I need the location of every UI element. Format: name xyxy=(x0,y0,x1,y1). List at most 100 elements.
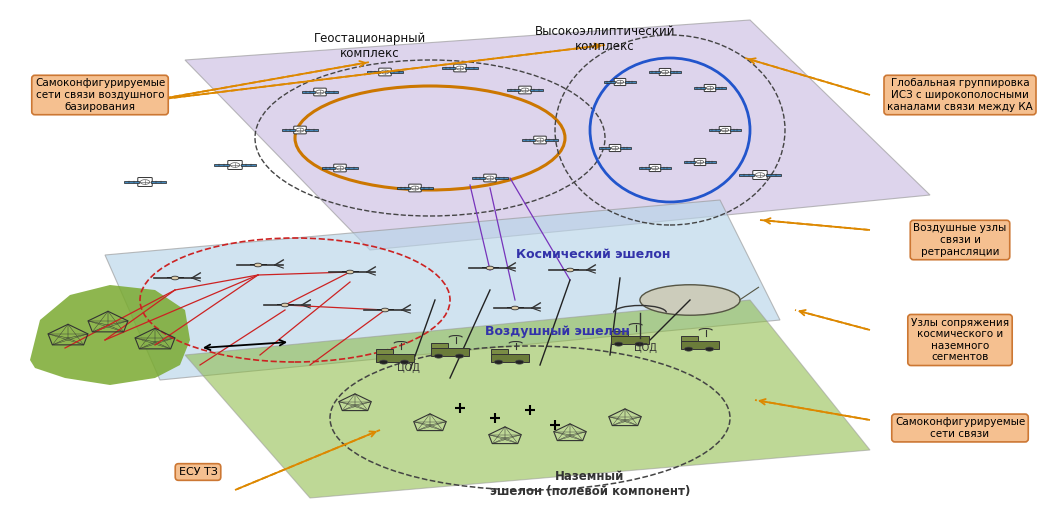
FancyBboxPatch shape xyxy=(376,349,393,354)
FancyBboxPatch shape xyxy=(294,126,307,134)
Circle shape xyxy=(611,146,619,150)
Bar xyxy=(766,174,781,176)
Bar xyxy=(530,89,543,91)
Circle shape xyxy=(521,88,529,92)
Text: ЦОД: ЦОД xyxy=(633,343,657,353)
Bar xyxy=(214,164,229,166)
Text: Узлы сопряжения
космического и
наземного
сегментов: Узлы сопряжения космического и наземного… xyxy=(911,318,1009,362)
Circle shape xyxy=(636,342,644,346)
Bar xyxy=(648,71,660,73)
Circle shape xyxy=(382,308,389,312)
Circle shape xyxy=(486,176,494,180)
FancyBboxPatch shape xyxy=(695,158,706,166)
Text: Высокоэллиптический
комплекс: Высокоэллиптический комплекс xyxy=(534,25,676,53)
Bar xyxy=(282,129,295,131)
Bar xyxy=(465,67,477,69)
FancyBboxPatch shape xyxy=(519,86,531,94)
Bar xyxy=(390,71,403,73)
FancyBboxPatch shape xyxy=(378,68,391,76)
Circle shape xyxy=(230,163,240,167)
Circle shape xyxy=(486,266,493,270)
FancyBboxPatch shape xyxy=(753,171,767,179)
Bar xyxy=(684,161,696,163)
FancyBboxPatch shape xyxy=(409,184,422,192)
FancyBboxPatch shape xyxy=(431,348,469,356)
Bar xyxy=(472,177,485,179)
Text: Наземный
эшелон (полевой компонент): Наземный эшелон (полевой компонент) xyxy=(490,470,690,498)
Bar xyxy=(639,167,650,169)
Text: Геостационарный
комплекс: Геостационарный комплекс xyxy=(314,32,426,60)
FancyBboxPatch shape xyxy=(138,177,152,186)
Circle shape xyxy=(617,80,624,84)
Bar xyxy=(705,161,717,163)
Circle shape xyxy=(697,160,704,164)
Bar xyxy=(346,167,358,169)
Bar xyxy=(708,130,720,131)
Text: Космический эшелон: Космический эшелон xyxy=(515,248,670,261)
Bar xyxy=(323,167,335,169)
FancyBboxPatch shape xyxy=(704,84,716,91)
Bar xyxy=(421,187,433,189)
Text: Воздушные узлы
связи и
ретрансляции: Воздушные узлы связи и ретрансляции xyxy=(914,224,1007,257)
FancyBboxPatch shape xyxy=(491,349,508,354)
Circle shape xyxy=(379,360,388,364)
Circle shape xyxy=(140,180,150,184)
Text: Воздушный эшелон: Воздушный эшелон xyxy=(485,325,630,338)
Bar xyxy=(367,71,379,73)
Circle shape xyxy=(281,303,289,307)
Text: ЕСУ ТЗ: ЕСУ ТЗ xyxy=(178,467,217,477)
Circle shape xyxy=(756,173,765,177)
Bar xyxy=(620,147,631,149)
Circle shape xyxy=(401,360,409,364)
Bar xyxy=(522,139,534,141)
Bar xyxy=(302,91,315,93)
Circle shape xyxy=(171,276,179,280)
Bar xyxy=(660,167,671,169)
Circle shape xyxy=(380,70,389,74)
FancyBboxPatch shape xyxy=(609,144,621,151)
Bar xyxy=(326,91,338,93)
FancyBboxPatch shape xyxy=(376,354,414,362)
Polygon shape xyxy=(105,200,780,380)
Polygon shape xyxy=(30,285,190,385)
Polygon shape xyxy=(186,300,870,498)
Circle shape xyxy=(705,347,714,351)
Bar xyxy=(545,139,558,141)
Bar xyxy=(739,174,754,176)
Circle shape xyxy=(296,128,304,132)
FancyBboxPatch shape xyxy=(314,88,327,96)
Circle shape xyxy=(316,90,324,94)
Circle shape xyxy=(706,86,714,90)
Circle shape xyxy=(661,70,668,74)
Bar xyxy=(669,71,681,73)
Circle shape xyxy=(684,347,692,351)
Bar xyxy=(625,81,637,83)
Bar xyxy=(507,89,520,91)
Bar xyxy=(151,181,167,183)
Circle shape xyxy=(456,66,464,70)
Bar xyxy=(306,129,318,131)
Text: Самоконфигурируемые
сети связи: Самоконфигурируемые сети связи xyxy=(895,417,1026,439)
Bar xyxy=(729,130,741,131)
FancyBboxPatch shape xyxy=(491,354,529,362)
Bar xyxy=(599,147,610,149)
FancyBboxPatch shape xyxy=(649,165,661,172)
FancyBboxPatch shape xyxy=(533,136,546,144)
Bar xyxy=(442,67,454,69)
Circle shape xyxy=(434,354,443,358)
FancyBboxPatch shape xyxy=(681,336,698,341)
Circle shape xyxy=(511,306,519,310)
Bar xyxy=(604,81,616,83)
Bar xyxy=(123,181,139,183)
Circle shape xyxy=(566,268,573,272)
Circle shape xyxy=(254,263,261,267)
FancyBboxPatch shape xyxy=(611,331,628,336)
FancyBboxPatch shape xyxy=(484,174,496,182)
FancyBboxPatch shape xyxy=(614,78,626,85)
FancyBboxPatch shape xyxy=(334,164,347,172)
Circle shape xyxy=(336,166,344,170)
FancyBboxPatch shape xyxy=(681,341,719,349)
Bar xyxy=(715,87,726,89)
FancyBboxPatch shape xyxy=(228,161,242,170)
Circle shape xyxy=(494,360,503,364)
